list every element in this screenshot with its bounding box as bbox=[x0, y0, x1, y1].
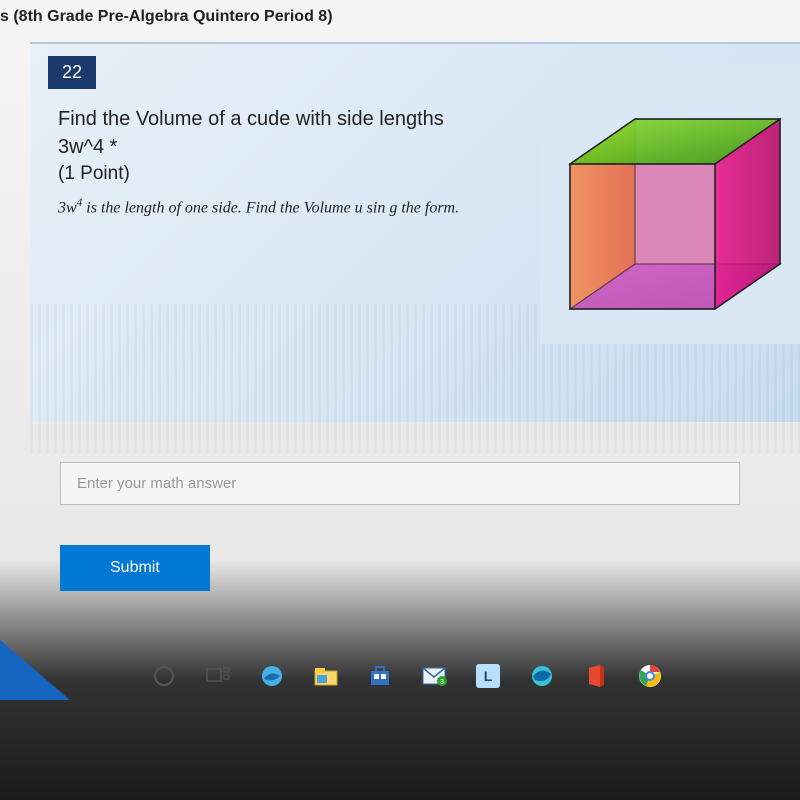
answer-input[interactable] bbox=[60, 462, 740, 505]
task-view-icon[interactable] bbox=[204, 662, 232, 690]
question-title: Find the Volume of a cude with side leng… bbox=[58, 105, 482, 161]
question-body: Find the Volume of a cude with side leng… bbox=[30, 89, 510, 233]
hint-prefix: 3w bbox=[58, 199, 77, 216]
edge-alt-icon[interactable] bbox=[528, 662, 556, 690]
question-hint: 3w4 is the length of one side. Find the … bbox=[58, 197, 482, 217]
app-l-icon[interactable]: L bbox=[474, 662, 502, 690]
answer-section bbox=[60, 462, 800, 505]
question-points: (1 Point) bbox=[58, 163, 482, 185]
file-explorer-icon[interactable] bbox=[312, 662, 340, 690]
svg-text:3: 3 bbox=[440, 679, 444, 686]
mail-icon[interactable]: 3 bbox=[420, 662, 448, 690]
question-number-badge: 22 bbox=[48, 56, 96, 89]
breadcrumb: s (8th Grade Pre-Algebra Quintero Period… bbox=[0, 0, 800, 34]
chrome-icon[interactable] bbox=[636, 662, 664, 690]
taskbar: 3 L bbox=[150, 662, 664, 690]
edge-icon[interactable] bbox=[258, 662, 286, 690]
question-card: 22 Find the Volume of a cude with side l… bbox=[30, 42, 800, 422]
store-icon[interactable] bbox=[366, 662, 394, 690]
submit-button[interactable]: Submit bbox=[60, 545, 210, 591]
start-circle-icon[interactable] bbox=[150, 662, 178, 690]
cube-diagram bbox=[540, 64, 800, 344]
hint-suffix: is the length of one side. Find the Volu… bbox=[82, 199, 459, 216]
svg-text:L: L bbox=[484, 668, 493, 684]
office-icon[interactable] bbox=[582, 662, 610, 690]
corner-decoration bbox=[0, 640, 70, 700]
